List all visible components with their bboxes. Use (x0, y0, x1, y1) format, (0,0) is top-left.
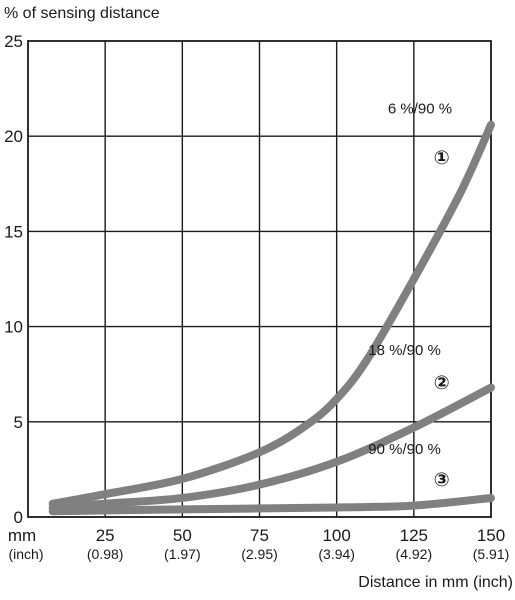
series-label-1: 6 %/90 % (388, 100, 452, 117)
x-tick-sublabel: (2.95) (241, 546, 278, 562)
y-axis-title: % of sensing distance (4, 5, 160, 22)
x-tick-label: 25 (96, 526, 115, 545)
series-line-2 (48, 383, 495, 512)
y-tick-label: 25 (4, 32, 23, 51)
y-tick-label: 15 (4, 222, 23, 241)
label-layer: 6 %/90 % ① 18 %/90 % ② 90 %/90 % ③ (368, 100, 452, 491)
x-tick-label: 75 (250, 526, 269, 545)
x-tick-label: 50 (173, 526, 192, 545)
y-tick-label: 10 (4, 318, 23, 337)
plot-frame (27, 40, 492, 518)
x-tick-sublabel: (5.91) (473, 546, 510, 562)
x-tick-sublabel: (3.94) (318, 546, 355, 562)
series-label-3: 90 %/90 % (368, 441, 441, 458)
series-marker-2: ② (434, 373, 450, 394)
x-tick-label: 150 (477, 526, 505, 545)
x-unit-label: mm (8, 526, 36, 545)
x-tick-label: 125 (400, 526, 428, 545)
series-line-3 (48, 493, 495, 516)
x-axis-title: Distance in mm (inch) (358, 574, 513, 591)
y-tick-label: 0 (14, 508, 23, 527)
y-tick-label: 5 (14, 413, 23, 432)
series-marker-3: ③ (434, 470, 450, 491)
x-unit-sub-label: (inch) (8, 546, 43, 562)
x-tick-sublabel: (4.92) (396, 546, 433, 562)
tick-layer: 25(0.98)50(1.97)75(2.95)100(3.94)125(4.9… (4, 32, 509, 562)
x-tick-sublabel: (1.97) (164, 546, 201, 562)
curve-layer (48, 120, 495, 516)
x-tick-sublabel: (0.98) (87, 546, 124, 562)
series-line-1 (48, 120, 495, 508)
series-label-2: 18 %/90 % (368, 342, 441, 359)
series-marker-1: ① (434, 148, 450, 169)
x-tick-label: 100 (322, 526, 350, 545)
y-tick-label: 20 (4, 127, 23, 146)
